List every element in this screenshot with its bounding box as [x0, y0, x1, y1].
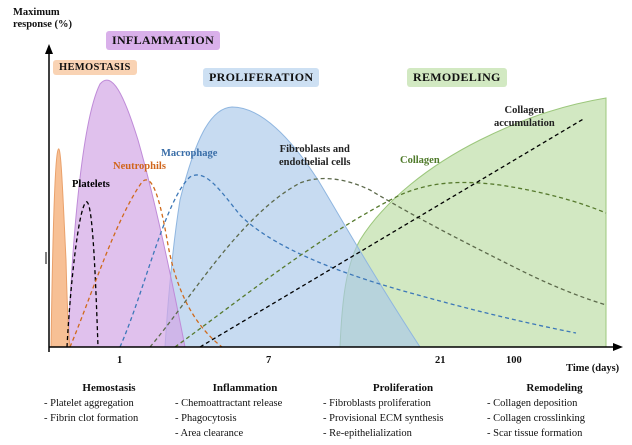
- inflammation-item: - Phagocytosis: [175, 413, 237, 424]
- fibroblasts-label-line2: endothelial cells: [279, 157, 351, 168]
- y-axis-label: Maximum response (%): [13, 7, 72, 31]
- phase-tag-proliferation: PROLIFERATION: [203, 68, 320, 87]
- inflammation-column-title: Inflammation: [212, 382, 278, 394]
- macrophage-curve: [119, 174, 577, 348]
- phase-tag-hemostasis: HEMOSTASIS: [53, 60, 137, 75]
- hemostasis-area: [50, 148, 71, 348]
- collagen-accumulation-label: Collagen accumulation: [494, 104, 555, 130]
- phase-tag-inflammation: INFLAMMATION: [106, 31, 221, 50]
- collagen-label: Collagen: [400, 155, 440, 166]
- remodeling-column: Remodeling - Collagen deposition - Colla…: [487, 381, 622, 441]
- neutrophils-label: Neutrophils: [113, 161, 166, 172]
- x-axis-label: Time (days): [566, 363, 620, 374]
- proliferation-column: Proliferation - Fibroblasts proliferatio…: [323, 381, 483, 441]
- hemostasis-column: Hemostasis - Platelet aggregation - Fibr…: [44, 381, 174, 426]
- tick-day-1: 1: [117, 355, 123, 366]
- tick-day-100: 100: [506, 355, 522, 366]
- y-axis-label-line1: Maximum: [13, 7, 60, 18]
- x-axis-arrow: [613, 343, 623, 351]
- proliferation-item: - Re-epithelialization: [323, 428, 412, 439]
- y-axis-label-line2: response (%): [13, 19, 73, 30]
- fibroblasts-curve: [149, 177, 607, 348]
- remodeling-item: - Collagen crosslinking: [487, 413, 585, 424]
- proliferation-column-title: Proliferation: [372, 382, 434, 394]
- proliferation-area: [164, 106, 421, 348]
- fibroblasts-label: Fibroblasts and endothelial cells: [279, 143, 350, 169]
- hemostasis-item: - Fibrin clot formation: [44, 413, 139, 424]
- inflammation-item: - Area clearance: [175, 428, 244, 439]
- y-axis-arrow: [45, 44, 53, 54]
- inflammation-item: - Chemoattractant release: [175, 398, 283, 409]
- collagen-accumulation-label-line2: accumulation: [494, 118, 555, 129]
- remodeling-item: - Collagen deposition: [487, 398, 578, 409]
- platelets-curve: [66, 201, 99, 348]
- phase-tag-remodeling: REMODELING: [407, 68, 507, 87]
- inflammation-column: Inflammation - Chemoattractant release -…: [175, 381, 315, 441]
- tick-day-7: 7: [266, 355, 272, 366]
- hemostasis-item: - Platelet aggregation: [44, 398, 134, 409]
- platelets-label: Platelets: [72, 179, 110, 190]
- tick-day-21: 21: [435, 355, 446, 366]
- proliferation-item: - Provisional ECM synthesis: [323, 413, 444, 424]
- neutrophils-curve: [69, 179, 223, 348]
- fibroblasts-label-line1: Fibroblasts and: [279, 144, 350, 155]
- inflammation-area: [67, 79, 186, 348]
- collagen-curve: [174, 181, 607, 348]
- proliferation-item: - Fibroblasts proliferation: [323, 398, 431, 409]
- remodeling-item: - Scar tissue formation: [487, 428, 583, 439]
- macrophage-label: Macrophage: [161, 148, 218, 159]
- collagen-accumulation-line: [199, 117, 586, 348]
- hemostasis-column-title: Hemostasis: [82, 382, 136, 394]
- remodeling-column-title: Remodeling: [526, 382, 583, 394]
- collagen-accumulation-label-line1: Collagen: [504, 105, 545, 116]
